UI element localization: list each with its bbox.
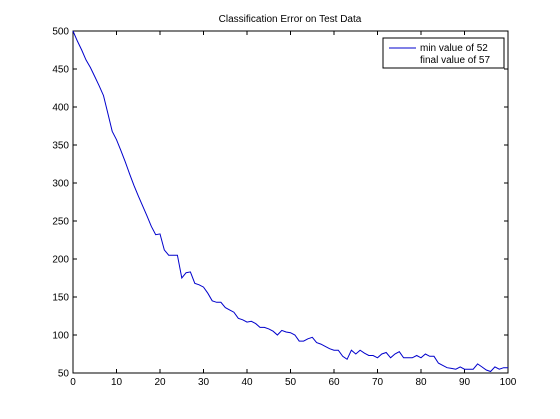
plot-area [72, 30, 509, 374]
axis-ticks [72, 30, 509, 374]
y-tick-label: 250 [52, 217, 69, 228]
axis-tick-labels: 0 10 20 30 40 50 60 70 80 90 100 50 100 150 200 250 300 3… [52, 27, 516, 389]
x-tick-label: 30 [198, 377, 210, 388]
y-tick-label: 450 [52, 65, 69, 76]
y-tick-label: 400 [52, 103, 69, 114]
legend-box [382, 37, 505, 69]
y-tick-label: 300 [52, 179, 69, 190]
x-tick-label: 80 [415, 377, 427, 388]
x-tick-label: 20 [154, 377, 166, 388]
x-tick-label: 100 [500, 377, 517, 388]
y-tick-label: 350 [52, 141, 69, 152]
x-tick-label: 50 [285, 377, 297, 388]
y-tick-label: 100 [52, 331, 69, 342]
x-tick-label: 10 [111, 377, 123, 388]
x-tick-label: 40 [241, 377, 253, 388]
legend: min value of 52 final value of 57 [382, 37, 505, 69]
y-tick-label: 50 [58, 369, 70, 380]
x-tick-label: 0 [70, 377, 76, 388]
y-tick-label: 500 [52, 27, 69, 38]
x-tick-label: 90 [459, 377, 471, 388]
y-tick-label: 150 [52, 293, 69, 304]
chart-title: Classification Error on Test Data [219, 14, 362, 25]
x-tick-label: 70 [372, 377, 384, 388]
legend-entry-final: final value of 57 [420, 55, 490, 66]
x-tick-label: 60 [328, 377, 340, 388]
legend-entry-min: min value of 52 [420, 43, 488, 54]
y-tick-label: 200 [52, 255, 69, 266]
error-line-series [72, 30, 508, 373]
